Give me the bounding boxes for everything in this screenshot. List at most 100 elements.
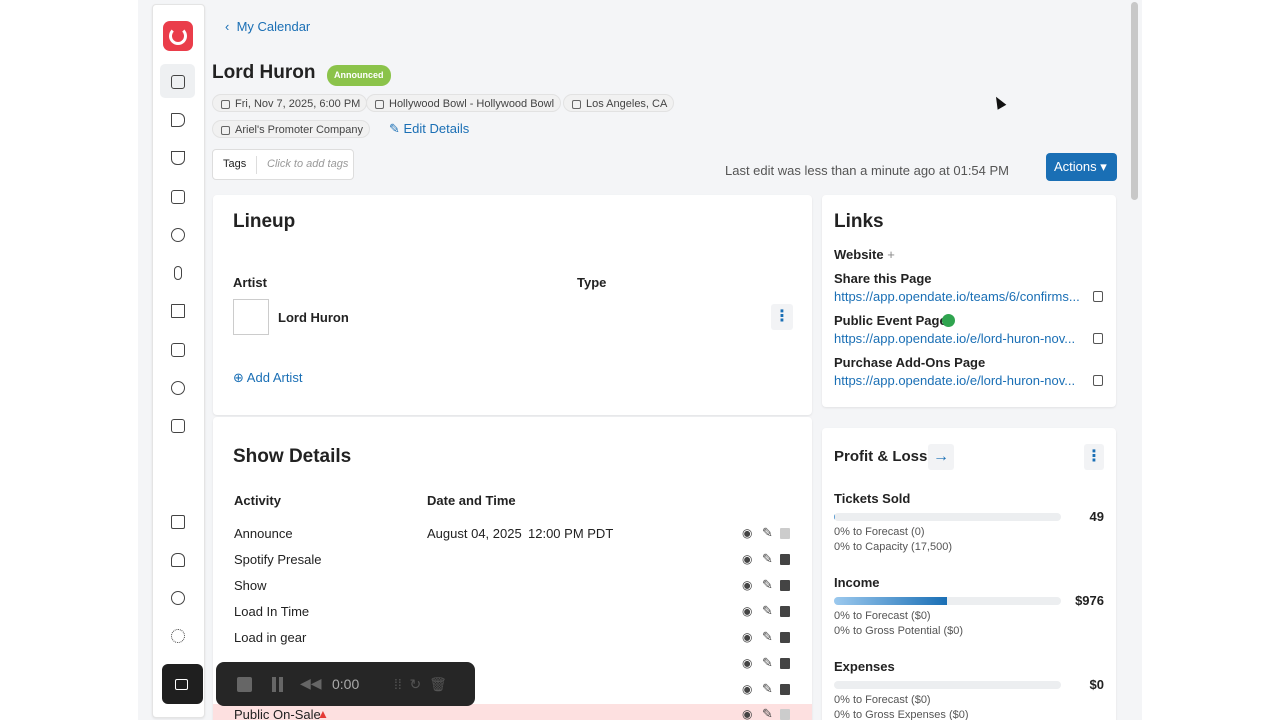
copy-icon[interactable] <box>1093 333 1103 344</box>
links-card: Links Website + Share this Page https://a… <box>822 195 1116 407</box>
delete-icon[interactable] <box>780 632 790 643</box>
artist-name[interactable]: Lord Huron <box>278 310 349 325</box>
metric-label: Expenses <box>834 659 895 674</box>
copy-icon[interactable] <box>1093 375 1103 386</box>
metric-value: $976 <box>1075 593 1104 608</box>
artist-menu[interactable]: ⋮ <box>771 304 793 330</box>
activity[interactable]: Show <box>234 578 267 593</box>
column-header: Artist <box>233 275 267 290</box>
last-edit: Last edit was less than a minute ago at … <box>725 163 1010 178</box>
nav-panel[interactable] <box>171 515 185 529</box>
pnl-open[interactable]: → <box>928 444 954 470</box>
metric-label: Tickets Sold <box>834 491 911 506</box>
view-icon[interactable]: ◉ <box>742 604 753 618</box>
warning-icon: ▲ <box>317 707 329 720</box>
edit-icon[interactable]: ✎ <box>762 706 773 720</box>
show-details-title: Show Details <box>233 446 352 467</box>
edit-icon[interactable]: ✎ <box>762 551 773 566</box>
website-label[interactable]: Website + <box>834 247 895 262</box>
logo[interactable] <box>163 21 193 51</box>
actions-button[interactable]: Actions ▾ <box>1046 153 1117 181</box>
progress-bar <box>834 597 1061 605</box>
view-icon[interactable]: ◉ <box>742 630 753 644</box>
view-icon[interactable]: ◉ <box>742 656 753 670</box>
nav-settings[interactable] <box>171 629 185 643</box>
edit-icon[interactable]: ✎ <box>762 525 773 540</box>
view-icon[interactable]: ◉ <box>742 578 753 592</box>
tags-divider <box>256 156 257 174</box>
edit-details[interactable]: ✎ Edit Details <box>389 121 470 136</box>
metric-detail: 0% to Gross Expenses ($0) <box>834 709 969 720</box>
nav-mic[interactable] <box>174 266 182 280</box>
view-icon[interactable]: ◉ <box>742 707 753 720</box>
progress-bar <box>834 681 1061 689</box>
pnl-menu[interactable]: ⋮ <box>1084 444 1104 470</box>
edit-icon[interactable]: ✎ <box>762 629 773 644</box>
event-title: Lord Huron <box>212 62 316 83</box>
links-title: Links <box>834 211 884 232</box>
add-artist[interactable]: ⊕ Add Artist <box>233 370 303 385</box>
lock-icon <box>780 709 790 720</box>
delete-icon[interactable] <box>780 684 790 695</box>
link-url[interactable]: https://app.opendate.io/teams/6/confirms… <box>834 289 1080 304</box>
website-text: Website <box>834 247 884 262</box>
nav-calendar[interactable] <box>171 75 185 89</box>
metric-detail: 0% to Forecast ($0) <box>834 694 931 706</box>
copy-icon[interactable] <box>1093 291 1103 302</box>
edit-icon[interactable]: ✎ <box>762 603 773 618</box>
link-url[interactable]: https://app.opendate.io/e/lord-huron-nov… <box>834 373 1076 388</box>
delete-icon[interactable] <box>780 554 790 565</box>
delete-icon[interactable] <box>780 658 790 669</box>
view-icon[interactable]: ◉ <box>742 682 753 696</box>
recorder-bar: ◀◀ 0:00 ⁞⁞ ↻ 🗑 <box>216 662 475 706</box>
delete-icon[interactable] <box>780 580 790 591</box>
metric-detail: 0% to Gross Potential ($0) <box>834 625 964 637</box>
nav-active <box>160 64 195 98</box>
camera-button[interactable] <box>162 664 203 704</box>
link-label: Public Event Page <box>834 313 947 328</box>
nav-help[interactable] <box>171 591 185 605</box>
date-chip: Fri, Nov 7, 2025, 6:00 PM <box>212 94 368 112</box>
venue-chip[interactable]: Hollywood Bowl - Hollywood Bowl <box>366 94 562 112</box>
recorder-tools[interactable]: ⁞⁞ ↻ 🗑 <box>394 676 447 692</box>
scrollbar-thumb[interactable] <box>1131 2 1138 200</box>
nav-messages[interactable] <box>171 419 185 433</box>
app: ‹ My Calendar Lord Huron Announced Fri, … <box>138 0 1142 720</box>
activity[interactable]: Public On-Sale <box>234 707 321 720</box>
pnl-title: Profit & Loss <box>834 448 928 465</box>
column-header: Date and Time <box>427 493 516 508</box>
nav-notifications[interactable] <box>171 553 185 567</box>
edit-details-text: Edit Details <box>403 121 470 136</box>
nav-tasks[interactable] <box>171 343 185 357</box>
nav-filter[interactable] <box>171 151 185 165</box>
back-text: My Calendar <box>236 19 311 34</box>
nav-marketing[interactable] <box>171 113 185 127</box>
tags-label: Tags <box>223 158 247 170</box>
activity-date: August 04, 2025 <box>427 526 522 541</box>
activity[interactable]: Load In Time <box>234 604 310 619</box>
view-icon[interactable]: ◉ <box>742 552 753 566</box>
activity[interactable]: Load in gear <box>234 630 307 645</box>
back-link[interactable]: ‹ My Calendar <box>225 19 311 34</box>
link-url[interactable]: https://app.opendate.io/e/lord-huron-nov… <box>834 331 1076 346</box>
delete-icon[interactable] <box>780 606 790 617</box>
nav-download[interactable] <box>171 381 185 395</box>
edit-icon[interactable]: ✎ <box>762 681 773 696</box>
pause-button[interactable] <box>272 677 276 692</box>
activity[interactable]: Spotify Presale <box>234 552 322 567</box>
edit-icon[interactable]: ✎ <box>762 655 773 670</box>
tags-box[interactable]: Tags Click to add tags <box>212 149 354 180</box>
activity[interactable]: Announce <box>234 526 293 541</box>
nav-reports[interactable] <box>171 228 185 242</box>
edit-icon[interactable]: ✎ <box>762 577 773 592</box>
metric-detail: 0% to Forecast (0) <box>834 526 925 538</box>
view-icon[interactable]: ◉ <box>742 526 753 540</box>
metric-value: $0 <box>1089 677 1104 692</box>
artist-image <box>233 299 269 335</box>
column-header: Activity <box>234 493 281 508</box>
nav-folder[interactable] <box>171 190 185 204</box>
nav-venue[interactable] <box>171 304 185 318</box>
stop-button[interactable] <box>237 677 252 692</box>
rewind-button[interactable]: ◀◀ <box>300 675 322 691</box>
lineup-title: Lineup <box>233 211 296 232</box>
